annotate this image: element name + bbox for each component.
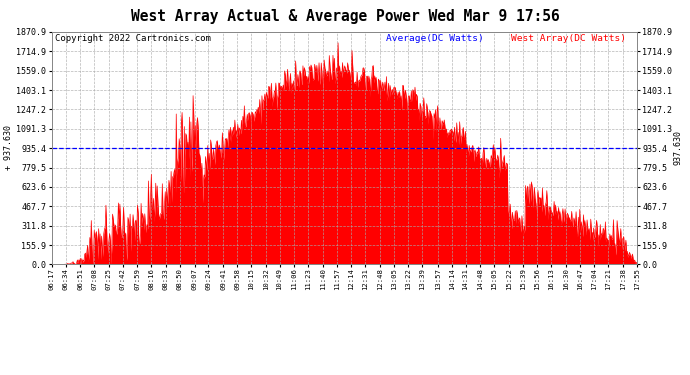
Text: 937.630: 937.630 bbox=[673, 130, 683, 165]
Text: West Array(DC Watts): West Array(DC Watts) bbox=[511, 34, 626, 43]
Text: + 937.630: + 937.630 bbox=[4, 125, 14, 170]
Text: Average(DC Watts): Average(DC Watts) bbox=[386, 34, 484, 43]
Text: Copyright 2022 Cartronics.com: Copyright 2022 Cartronics.com bbox=[55, 34, 211, 43]
Text: West Array Actual & Average Power Wed Mar 9 17:56: West Array Actual & Average Power Wed Ma… bbox=[130, 9, 560, 24]
